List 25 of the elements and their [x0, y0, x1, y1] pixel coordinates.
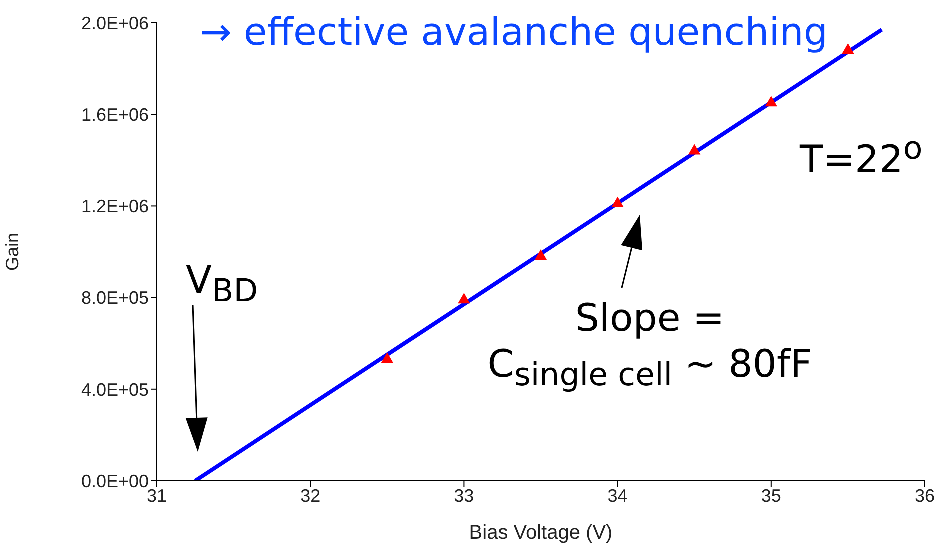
- x-axis-title: Bias Voltage (V): [469, 522, 613, 544]
- y-axis-title: Gain: [2, 232, 22, 272]
- y-tick-label: 0.0E+00: [81, 471, 149, 492]
- annotation: T=22$^{o}$: [800, 130, 924, 184]
- point: [612, 196, 624, 208]
- x-tick-label: 31: [146, 486, 168, 506]
- point: [458, 293, 470, 304]
- x-tick-label: 33: [454, 486, 474, 506]
- point: [381, 352, 394, 364]
- point: [842, 43, 854, 54]
- y-tick-label: 2.0E+06: [81, 13, 149, 34]
- y-tick-label: 1.2E+06: [81, 196, 149, 217]
- text: Slope = C$_{single cell}$ ~ 80fF: [488, 296, 812, 394]
- point: [688, 144, 701, 155]
- point: [534, 250, 548, 260]
- y-tick-label: 4.0E+05: [81, 380, 149, 400]
- point: [765, 96, 778, 107]
- y-tick-label: 8.0E+05: [81, 288, 149, 308]
- x-tick-label: 32: [300, 486, 321, 506]
- x-tick-label: 36: [914, 486, 936, 506]
- annotation: → effective avalanche quenching: [200, 10, 828, 56]
- x-tick-label: 35: [761, 486, 782, 506]
- annotation: V$_{BD}$: [186, 258, 260, 311]
- x-tick-label: 34: [608, 486, 628, 506]
- y-tick-label: 1.6E+06: [81, 104, 149, 125]
